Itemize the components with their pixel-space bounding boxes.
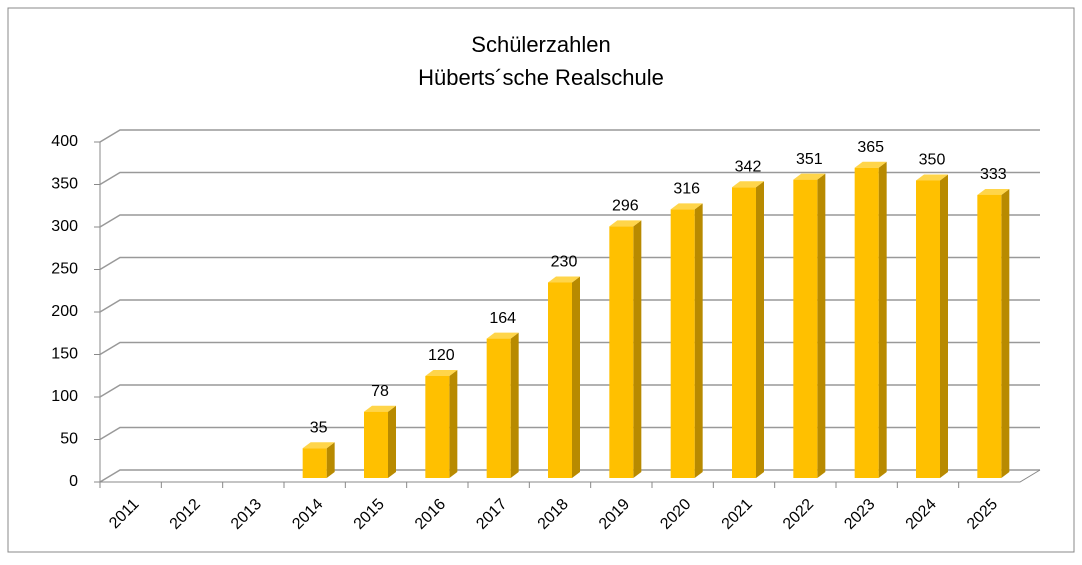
bar (854, 161, 887, 478)
bar-front (609, 226, 634, 478)
y-tick-label: 200 (51, 303, 78, 320)
grid-line (99, 171, 1040, 186)
bar-top (916, 174, 948, 181)
bar (364, 405, 396, 478)
bar-front (793, 179, 818, 478)
bar-top (793, 173, 826, 180)
bar (670, 203, 703, 478)
y-tick-label: 100 (51, 388, 78, 405)
y-tick-label: 350 (51, 176, 78, 193)
bar-side (449, 370, 458, 478)
bar-front (486, 338, 511, 478)
bar (609, 220, 642, 478)
bar (977, 188, 1010, 478)
bar-front (302, 448, 327, 478)
bar-top (609, 220, 642, 227)
bar-side (326, 442, 335, 478)
bar-side (817, 173, 826, 478)
data-label: 78 (371, 383, 389, 400)
bar-side (694, 203, 703, 478)
data-label: 164 (489, 310, 516, 327)
bar-top (425, 370, 458, 376)
y-tick-label: 0 (69, 473, 78, 490)
bar-top (732, 181, 764, 188)
y-tick-label: 150 (51, 346, 78, 363)
bar (302, 442, 335, 478)
bar-side (388, 405, 396, 478)
bar (793, 173, 826, 478)
bar-front (977, 194, 1002, 478)
bar-front (732, 187, 756, 479)
data-label: 333 (980, 166, 1007, 183)
chart-title: Schülerzahlen (471, 32, 610, 57)
data-label: 230 (551, 254, 578, 271)
bar (425, 370, 458, 478)
bar-top (670, 203, 703, 210)
bar (916, 174, 948, 478)
bar-side (878, 161, 887, 478)
bar-top (977, 188, 1010, 195)
bar-front (670, 209, 695, 478)
data-label: 365 (857, 139, 884, 156)
bar-front (425, 376, 450, 478)
y-tick-label: 300 (51, 218, 78, 235)
bar-front (916, 180, 940, 478)
chart-frame (7, 7, 1075, 553)
data-label: 350 (919, 152, 946, 169)
bar-side (510, 332, 519, 478)
bar (548, 276, 580, 478)
bar-side (756, 181, 764, 479)
bar-side (940, 174, 948, 478)
grid-line (99, 129, 1040, 143)
data-label: 296 (612, 198, 639, 215)
data-label: 120 (428, 347, 455, 364)
bar (732, 181, 764, 479)
bar-front (854, 167, 879, 478)
bar-side (633, 220, 642, 478)
data-label: 35 (310, 419, 328, 436)
bar-top (486, 332, 519, 339)
bar-top (364, 405, 396, 412)
chart-subtitle: Hüberts´sche Realschule (418, 65, 664, 90)
bar-top (854, 161, 887, 168)
data-label: 316 (673, 181, 700, 198)
bar-front (364, 411, 388, 478)
y-tick-label: 50 (60, 431, 78, 448)
data-label: 351 (796, 151, 823, 168)
y-tick-label: 250 (51, 261, 78, 278)
y-tick-label: 400 (51, 133, 78, 150)
bar-top (302, 442, 335, 449)
bar (486, 332, 519, 478)
bar-top (548, 276, 580, 283)
bar-side (572, 276, 580, 478)
bar-side (1001, 188, 1010, 478)
bar-front (548, 282, 572, 478)
data-label: 342 (735, 159, 762, 176)
